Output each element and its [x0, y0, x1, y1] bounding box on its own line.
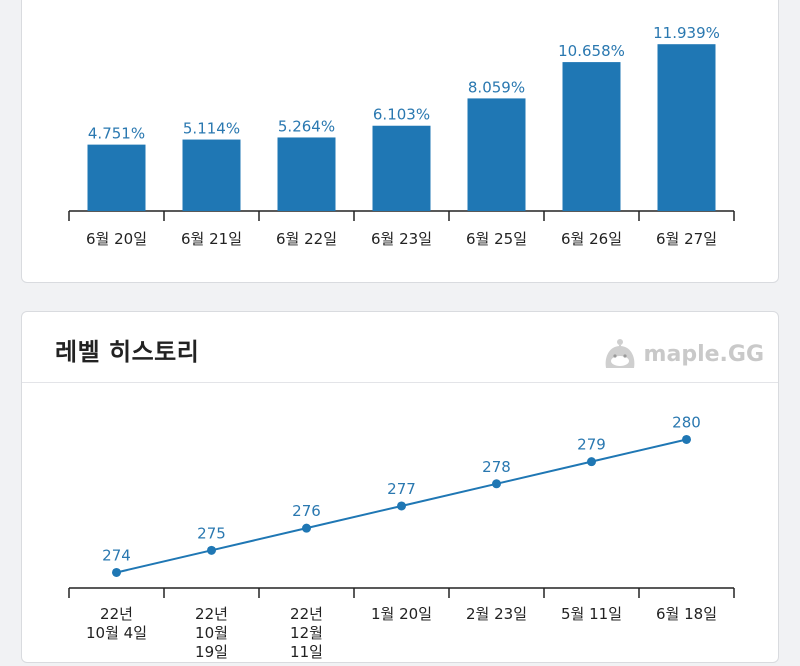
data-point	[302, 523, 311, 533]
x-tick-label: 6월 26일	[561, 230, 622, 248]
bar	[562, 62, 621, 211]
x-tick-label: 6월 22일	[276, 230, 337, 248]
point-value-label: 278	[482, 458, 511, 476]
level-line-chart: 274 275 276 277 278 279 280 22년 10월 4일 22년 10월 19일 2…	[68, 413, 735, 661]
x-tick-label: 6월 21일	[181, 230, 242, 248]
data-point	[207, 545, 216, 555]
bar	[182, 139, 241, 211]
x-tick-label: 6월 18일	[656, 605, 717, 623]
data-point	[397, 501, 406, 511]
point-value-label: 276	[292, 502, 321, 520]
maplegg-watermark: maple.GG	[600, 334, 764, 374]
x-tick-label: 6월 23일	[371, 230, 432, 248]
bar	[277, 137, 336, 211]
data-point	[587, 457, 596, 467]
point-value-label: 274	[102, 546, 131, 564]
point-value-label: 275	[197, 524, 226, 542]
x-tick-label: 6월 25일	[466, 230, 527, 248]
x-tick-label: 22년 10월 4일	[86, 605, 147, 642]
bar-value-label: 5.114%	[183, 120, 240, 138]
bar	[657, 44, 716, 212]
bar	[467, 98, 526, 211]
level-history-card: 레벨 히스토리 maple.GG 274 275 276 277 278 279 280 22…	[21, 311, 779, 663]
x-tick-label: 2월 23일	[466, 605, 527, 623]
exp-bar-chart: 4.751% 6월 20일 5.114% 6월 21일 5.264% 6월 22일 6.10…	[68, 24, 735, 248]
x-tick-label: 5월 11일	[561, 605, 622, 623]
card-header: 레벨 히스토리 maple.GG	[22, 312, 778, 383]
bar	[87, 144, 146, 211]
bar-value-label: 6.103%	[373, 106, 430, 124]
x-tick-label: 6월 27일	[656, 230, 717, 248]
card-title: 레벨 히스토리	[55, 338, 200, 366]
bar-value-label: 8.059%	[468, 78, 525, 96]
watermark-text: maple.GG	[643, 341, 764, 367]
point-value-label: 280	[672, 413, 701, 431]
data-point	[492, 479, 501, 489]
x-tick-label: 22년 12월 11일	[290, 605, 323, 661]
x-tick-label: 22년 10월 19일	[195, 605, 228, 661]
data-point	[682, 434, 691, 444]
bar-value-label: 11.939%	[653, 24, 720, 42]
bar-value-label: 10.658%	[558, 42, 625, 60]
data-point	[112, 567, 121, 577]
bar-value-label: 4.751%	[88, 125, 145, 143]
exp-history-card: 4.751% 6월 20일 5.114% 6월 21일 5.264% 6월 22일 6.10…	[21, 0, 779, 283]
bar-value-label: 5.264%	[278, 117, 335, 135]
bar	[372, 125, 431, 211]
x-tick-label: 6월 20일	[86, 230, 147, 248]
point-value-label: 277	[387, 480, 416, 498]
x-tick-label: 1월 20일	[371, 605, 432, 623]
slime-mascot-icon	[605, 339, 634, 368]
point-value-label: 279	[577, 436, 606, 454]
